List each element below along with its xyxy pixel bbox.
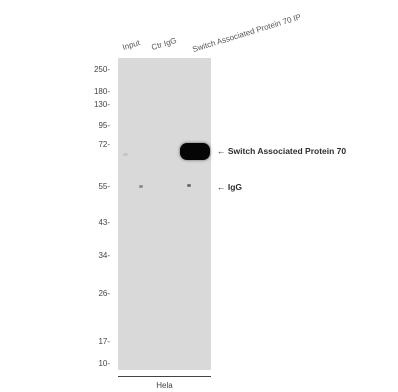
mw-marker-55: 55-	[98, 182, 110, 191]
arrow-left-icon: ←	[217, 146, 226, 156]
mw-marker-26: 26-	[98, 289, 110, 298]
mw-marker-180: 180-	[93, 87, 110, 96]
mw-marker-95: 95-	[98, 121, 110, 130]
lane-label-ctr-igg: Ctr IgG	[150, 35, 178, 52]
lane-label-target-ip: Switch Associated Protein 70 IP	[191, 12, 303, 55]
band-target-protein	[180, 143, 210, 160]
blot-membrane	[118, 58, 211, 370]
band-label-igg-text: IgG	[227, 182, 243, 192]
cell-line-label: Hela	[156, 381, 173, 390]
mw-marker-43: 43-	[98, 218, 110, 227]
lane-label-input: Input	[121, 38, 142, 52]
mw-marker-130: 130-	[93, 100, 110, 109]
mw-marker-34: 34-	[98, 251, 110, 260]
band-igg-input	[139, 185, 143, 188]
mw-marker-250: 250-	[93, 65, 110, 74]
mw-marker-72: 72-	[98, 140, 110, 149]
mw-marker-17: 17-	[98, 337, 110, 346]
band-label-igg: ← IgG	[217, 182, 242, 192]
band-igg-ip	[187, 184, 191, 187]
mw-marker-10: 10-	[98, 359, 110, 368]
band-input-faint	[123, 153, 128, 156]
band-label-target-text: Switch Associated Protein 70	[227, 146, 347, 156]
band-label-target: ← Switch Associated Protein 70	[217, 146, 346, 156]
cell-line-bracket	[118, 376, 211, 377]
arrow-left-icon: ←	[217, 182, 226, 192]
